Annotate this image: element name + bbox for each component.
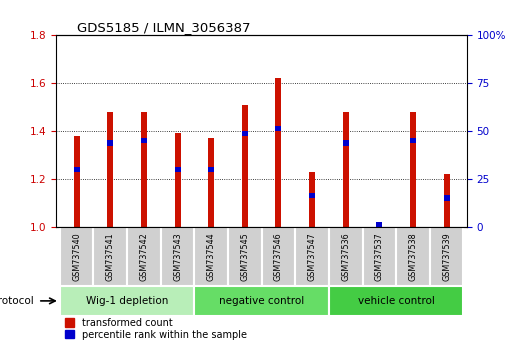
Bar xyxy=(444,195,450,200)
Text: GDS5185 / ILMN_3056387: GDS5185 / ILMN_3056387 xyxy=(77,21,250,34)
Bar xyxy=(295,227,329,286)
Bar xyxy=(329,227,363,286)
Text: GSM737537: GSM737537 xyxy=(375,232,384,281)
Text: GSM737538: GSM737538 xyxy=(408,232,418,281)
Bar xyxy=(194,286,329,316)
Text: vehicle control: vehicle control xyxy=(358,296,435,306)
Bar xyxy=(161,227,194,286)
Bar xyxy=(208,167,214,172)
Text: GSM737540: GSM737540 xyxy=(72,232,81,281)
Bar xyxy=(228,227,262,286)
Text: GSM737544: GSM737544 xyxy=(207,232,215,281)
Text: GSM737543: GSM737543 xyxy=(173,232,182,281)
Text: protocol: protocol xyxy=(0,296,34,306)
Text: Wig-1 depletion: Wig-1 depletion xyxy=(86,296,168,306)
Bar xyxy=(343,112,349,227)
Legend: transformed count, percentile rank within the sample: transformed count, percentile rank withi… xyxy=(65,318,247,340)
Text: negative control: negative control xyxy=(219,296,304,306)
Bar xyxy=(73,136,80,227)
Bar xyxy=(396,227,430,286)
Bar xyxy=(73,167,80,172)
Bar xyxy=(127,227,161,286)
Bar xyxy=(343,140,349,145)
Text: GSM737542: GSM737542 xyxy=(140,232,148,281)
Text: GSM737546: GSM737546 xyxy=(274,232,283,281)
Bar xyxy=(194,227,228,286)
Bar xyxy=(208,138,214,227)
Bar xyxy=(60,227,93,286)
Bar xyxy=(262,227,295,286)
Bar xyxy=(60,286,194,316)
Bar xyxy=(107,112,113,227)
Text: GSM737547: GSM737547 xyxy=(308,232,317,281)
Bar xyxy=(329,286,463,316)
Bar xyxy=(309,172,315,227)
Text: GSM737541: GSM737541 xyxy=(106,232,115,281)
Bar xyxy=(444,174,450,227)
Bar xyxy=(93,227,127,286)
Text: GSM737536: GSM737536 xyxy=(341,232,350,281)
Bar xyxy=(141,112,147,227)
Bar xyxy=(363,227,396,286)
Bar xyxy=(275,126,282,131)
Bar xyxy=(275,78,282,227)
Bar xyxy=(242,131,248,136)
Bar xyxy=(430,227,463,286)
Bar xyxy=(174,133,181,227)
Bar xyxy=(410,112,416,227)
Bar xyxy=(410,138,416,143)
Bar xyxy=(309,193,315,198)
Text: GSM737539: GSM737539 xyxy=(442,232,451,281)
Bar xyxy=(174,167,181,172)
Bar xyxy=(107,140,113,145)
Text: GSM737545: GSM737545 xyxy=(240,232,249,281)
Bar xyxy=(141,138,147,143)
Bar xyxy=(242,105,248,227)
Bar xyxy=(377,222,382,227)
